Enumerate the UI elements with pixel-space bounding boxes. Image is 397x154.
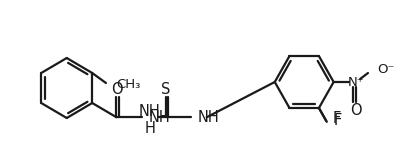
Text: CH₃: CH₃ bbox=[116, 79, 140, 91]
Text: S: S bbox=[161, 82, 170, 97]
Text: N⁺: N⁺ bbox=[348, 75, 364, 89]
Text: O⁻: O⁻ bbox=[377, 63, 394, 75]
Text: NH: NH bbox=[149, 110, 171, 125]
Text: F: F bbox=[333, 113, 342, 128]
Text: O: O bbox=[351, 103, 362, 118]
Text: NH: NH bbox=[198, 110, 220, 125]
Text: O: O bbox=[111, 82, 122, 97]
Text: F: F bbox=[332, 111, 340, 126]
Text: NH
H: NH H bbox=[139, 104, 161, 136]
